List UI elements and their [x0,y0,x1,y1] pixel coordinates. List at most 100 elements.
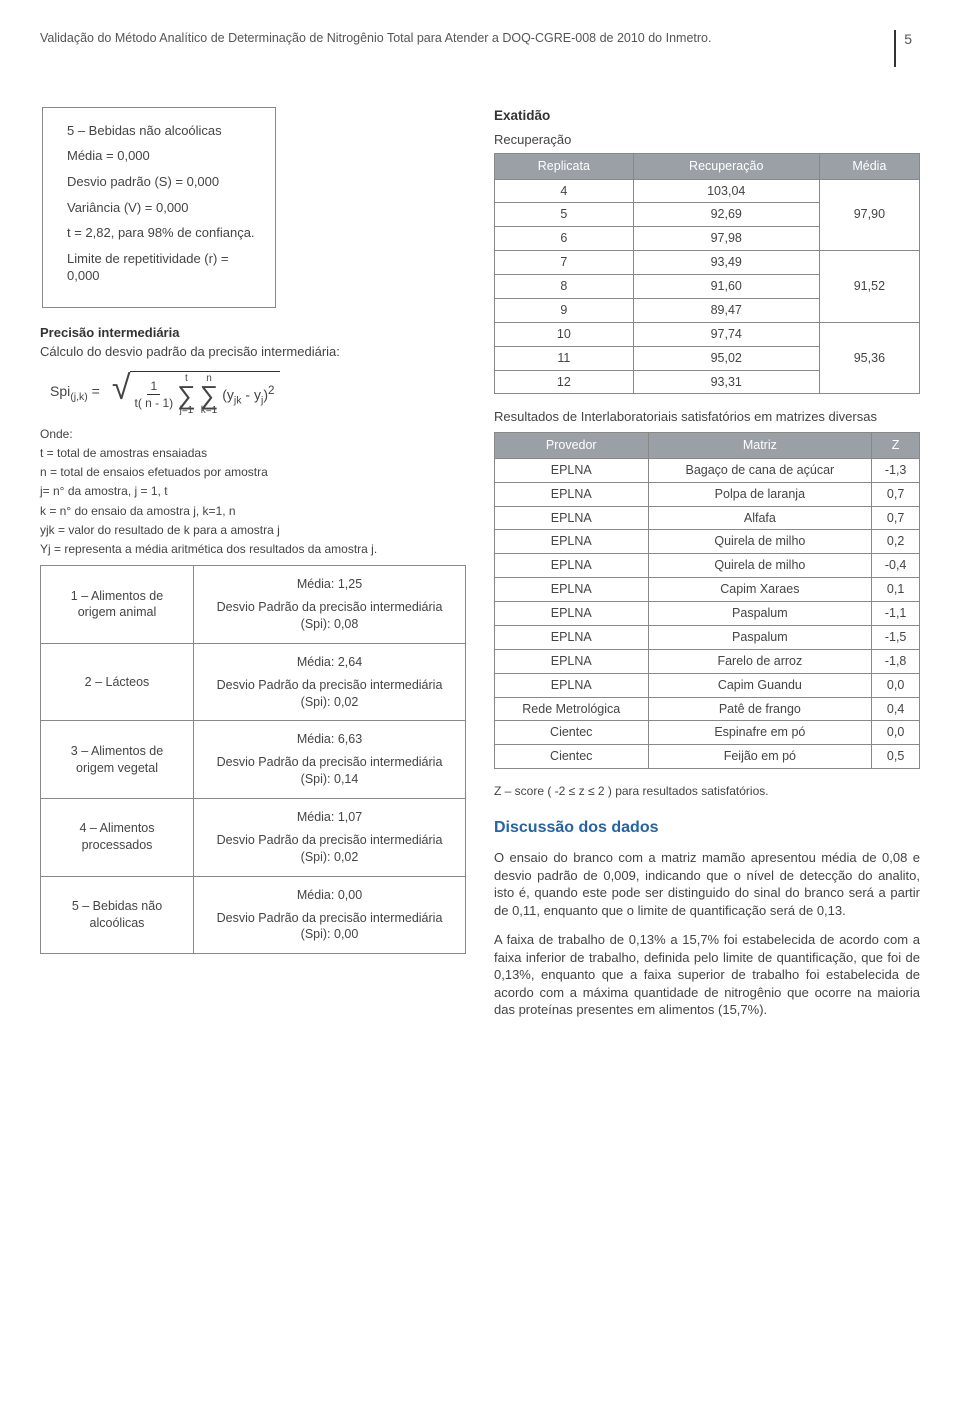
box-desvio: Desvio padrão (S) = 0,000 [67,173,261,191]
rec-replicata: 4 [495,179,634,203]
page-number: 5 [894,30,920,67]
sigma-icon: ∑ [177,384,196,406]
rec-value: 89,47 [633,298,819,322]
rec-col-2: Média [819,153,919,179]
ilab-cell: Cientec [495,745,649,769]
ilab-cell: 0,7 [872,482,920,506]
result-row-label: 3 – Alimentos de origem vegetal [41,721,194,799]
precisao-line: Cálculo do desvio padrão da precisão int… [40,343,466,361]
ilab-cell: EPLNA [495,506,649,530]
ilab-cell: Bagaço de cana de açúcar [648,458,872,482]
ilab-cell: -1,5 [872,625,920,649]
formula-sq: 2 [268,384,274,397]
rec-media: 97,90 [819,179,919,251]
rec-value: 103,04 [633,179,819,203]
rec-replicata: 6 [495,227,634,251]
ilab-cell: EPLNA [495,530,649,554]
ilab-cell: 0,0 [872,721,920,745]
ilab-cell: 0,1 [872,578,920,602]
rec-value: 92,69 [633,203,819,227]
ilab-cell: 0,5 [872,745,920,769]
precisao-heading: Precisão intermediária [40,324,466,342]
ilab-cell: -0,4 [872,554,920,578]
rec-media: 91,52 [819,251,919,323]
ilab-cell: -1,1 [872,602,920,626]
rec-replicata: 10 [495,322,634,346]
rec-col-0: Replicata [495,153,634,179]
ilab-cell: Quirela de milho [648,554,872,578]
rec-value: 93,49 [633,251,819,275]
ilab-cell: Paspalum [648,602,872,626]
def-line: Onde: [40,426,466,442]
box-section-label: 5 – Bebidas não alcoólicas [67,122,261,140]
ilab-cell: EPLNA [495,673,649,697]
ilab-cell: 0,2 [872,530,920,554]
formula-term-sub: jk [234,394,242,406]
frac-num: 1 [147,380,160,395]
sum2-bot: k=1 [201,406,217,416]
ilab-cell: EPLNA [495,649,649,673]
def-line: n = total de ensaios efetuados por amost… [40,464,466,480]
discussion-p1: O ensaio do branco com a matriz mamão ap… [494,849,920,919]
def-line: j= n° da amostra, j = 1, t [40,483,466,499]
rec-replicata: 11 [495,346,634,370]
rec-value: 97,98 [633,227,819,251]
recuperacao-sub: Recuperação [494,131,920,149]
sum1-bot: j=1 [180,406,194,416]
def-line: yjk = valor do resultado de k para a amo… [40,522,466,538]
formula-eq: = [92,383,100,399]
rec-value: 97,74 [633,322,819,346]
ilab-cell: Polpa de laranja [648,482,872,506]
box-media: Média = 0,000 [67,147,261,165]
ilab-cell: EPLNA [495,602,649,626]
ilab-cell: 0,4 [872,697,920,721]
result-row-values: Média: 1,25Desvio Padrão da precisão int… [194,566,466,644]
ilab-col-2: Z [872,432,920,458]
rec-replicata: 9 [495,298,634,322]
rec-value: 91,60 [633,275,819,299]
formula-term: (y [222,386,234,402]
ilab-cell: Feijão em pó [648,745,872,769]
interlab-table: Provedor Matriz Z EPLNABagaço de cana de… [494,432,920,769]
sqrt-icon: √ [112,371,131,416]
ilab-cell: Cientec [495,721,649,745]
ilab-cell: Alfafa [648,506,872,530]
sigma-icon: ∑ [200,384,219,406]
box-limite: Limite de repetitividade (r) = 0,000 [67,250,261,285]
ilab-cell: EPLNA [495,458,649,482]
recuperacao-table: Replicata Recuperação Média 4103,0497,90… [494,153,920,395]
precision-results-table: 1 – Alimentos de origem animalMédia: 1,2… [40,565,466,954]
ilab-col-0: Provedor [495,432,649,458]
box-tconf: t = 2,82, para 98% de confiança. [67,224,261,242]
rec-replicata: 8 [495,275,634,299]
ilab-cell: Rede Metrológica [495,697,649,721]
rec-col-1: Recuperação [633,153,819,179]
formula-lhs-sub: (j,k) [70,391,88,403]
ilab-cell: 0,0 [872,673,920,697]
page-title: Validação do Método Analítico de Determi… [40,30,894,47]
interlab-intro: Resultados de Interlaboratoriais satisfa… [494,408,920,426]
result-row-values: Média: 2,64Desvio Padrão da precisão int… [194,643,466,721]
frac-den: t( n - 1) [134,395,173,409]
stats-box: 5 – Bebidas não alcoólicas Média = 0,000… [42,107,276,308]
rec-media: 95,36 [819,322,919,394]
ilab-cell: EPLNA [495,482,649,506]
ilab-cell: Capim Guandu [648,673,872,697]
ilab-cell: EPLNA [495,554,649,578]
formula-definitions: Onde: t = total de amostras ensaiadas n … [40,426,466,557]
box-variancia: Variância (V) = 0,000 [67,199,261,217]
rec-replicata: 7 [495,251,634,275]
result-row-label: 1 – Alimentos de origem animal [41,566,194,644]
ilab-cell: EPLNA [495,578,649,602]
rec-replicata: 5 [495,203,634,227]
exatidao-heading: Exatidão [494,107,920,125]
rec-value: 95,02 [633,346,819,370]
ilab-cell: -1,8 [872,649,920,673]
ilab-cell: Patê de frango [648,697,872,721]
formula-lhs: Spi [50,383,70,399]
def-line: k = n° do ensaio da amostra j, k=1, n [40,503,466,519]
discussion-p2: A faixa de trabalho de 0,13% a 15,7% foi… [494,931,920,1019]
result-row-label: 5 – Bebidas não alcoólicas [41,876,194,954]
ilab-cell: EPLNA [495,625,649,649]
result-row-values: Média: 0,00Desvio Padrão da precisão int… [194,876,466,954]
